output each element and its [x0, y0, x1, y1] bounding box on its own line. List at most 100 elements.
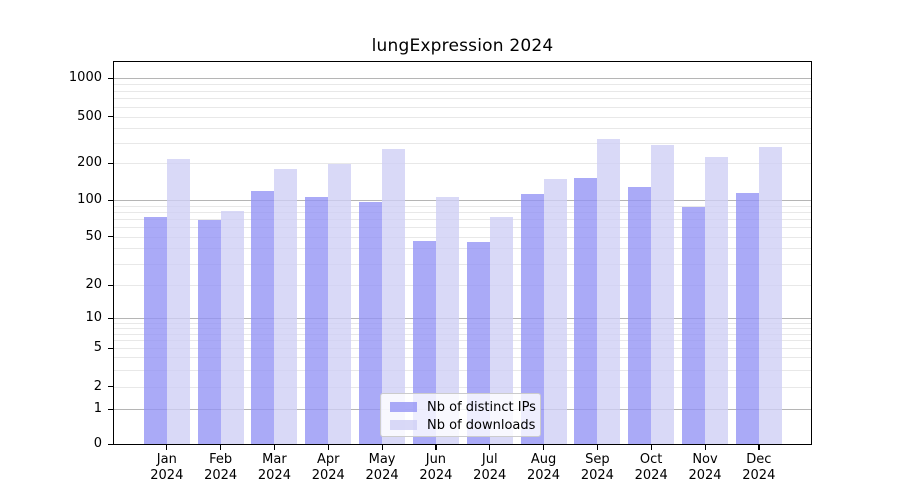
x-tick-year: 2024 — [688, 467, 722, 483]
x-tick — [435, 445, 437, 450]
y-tick-label: 1000 — [68, 70, 102, 86]
gridline-minor — [114, 128, 811, 130]
gridline-minor — [114, 357, 811, 359]
bar-downloads-aug — [543, 179, 567, 444]
y-tick — [108, 443, 114, 445]
bar-distinct-ips-nov — [682, 206, 705, 444]
x-tick — [758, 445, 760, 450]
x-tick-label: Jun 2024 — [409, 452, 463, 483]
x-tick — [273, 445, 276, 450]
y-tick — [108, 116, 114, 118]
gridline-minor — [114, 285, 811, 286]
x-tick-label: Dec 2024 — [732, 452, 786, 483]
bar-layer — [114, 62, 811, 444]
x-tick-year: 2024 — [580, 467, 614, 483]
gridline-minor — [114, 333, 811, 335]
bar-downloads-jan — [166, 158, 190, 444]
x-tick-year: 2024 — [311, 467, 345, 483]
y-tick — [108, 408, 114, 410]
x-tick-year: 2024 — [419, 467, 453, 483]
x-tick-label: Feb 2024 — [194, 452, 248, 483]
x-tick-month: Feb — [209, 452, 233, 467]
gridline-minor — [114, 163, 811, 165]
x-tick — [166, 445, 168, 450]
x-tick-year: 2024 — [204, 467, 238, 483]
bar-distinct-ips-mar — [251, 191, 275, 444]
bar-distinct-ips-dec — [735, 192, 759, 444]
x-tick-year: 2024 — [473, 467, 507, 483]
gridline-minor — [114, 263, 811, 265]
y-tick-label: 1 — [93, 401, 102, 417]
bar-downloads-jun — [435, 197, 459, 444]
x-tick-label: Sep 2024 — [570, 452, 624, 483]
y-tick-label: 200 — [77, 155, 102, 171]
x-tick — [650, 445, 652, 450]
gridline-minor — [114, 142, 811, 144]
x-tick-year: 2024 — [257, 467, 291, 483]
x-tick-label: Aug 2024 — [517, 452, 571, 483]
y-tick — [108, 236, 114, 238]
x-tick — [381, 445, 383, 450]
y-tick — [108, 386, 114, 388]
x-tick-label: Apr 2024 — [301, 452, 355, 483]
gridline-minor — [114, 236, 811, 238]
x-tick-year: 2024 — [526, 467, 561, 483]
legend-label: Nb of distinct IPs — [427, 399, 536, 415]
bar-downloads-mar — [274, 168, 298, 444]
gridline-minor — [114, 348, 811, 349]
gridline-minor — [114, 218, 811, 220]
y-tick — [108, 77, 114, 79]
y-tick-label: 5 — [93, 340, 102, 355]
y-tick-label: 100 — [77, 192, 102, 207]
y-tick-label: 10 — [85, 310, 102, 326]
grid-layer — [114, 62, 811, 444]
y-tick — [108, 317, 114, 319]
gridline-minor — [114, 386, 811, 388]
gridline-minor — [114, 340, 811, 342]
gridline-minor — [114, 98, 811, 100]
x-tick-month: Nov — [692, 452, 718, 467]
x-tick — [327, 445, 329, 450]
legend-swatch — [390, 402, 417, 412]
gridline-minor — [114, 84, 811, 86]
bar-distinct-ips-aug — [520, 194, 544, 444]
gridline-minor — [114, 227, 811, 229]
gridline-minor — [114, 322, 811, 324]
bar-distinct-ips-feb — [197, 220, 221, 444]
bar-downloads-sep — [597, 138, 621, 444]
x-tick — [543, 445, 545, 450]
x-tick-year: 2024 — [150, 467, 184, 483]
x-tick — [596, 445, 599, 450]
legend-item: Nb of downloads — [390, 416, 540, 434]
y-tick — [108, 199, 114, 201]
y-tick — [108, 347, 114, 349]
gridline-minor — [114, 205, 811, 207]
gridline-minor — [114, 369, 811, 371]
x-tick-month: Sep — [585, 452, 610, 467]
gridline-major — [114, 78, 811, 80]
legend-item: Nb of distinct IPs — [390, 398, 540, 416]
x-tick-year: 2024 — [365, 467, 399, 483]
x-tick — [220, 445, 222, 450]
x-tick-year: 2024 — [742, 467, 776, 483]
x-tick-label: Jan 2024 — [140, 452, 194, 483]
x-tick-label: Nov 2024 — [678, 452, 732, 483]
bar-distinct-ips-may — [359, 201, 383, 444]
gridline-minor — [114, 211, 811, 213]
x-tick-month: Dec — [746, 452, 772, 467]
x-tick-year: 2024 — [634, 467, 668, 483]
y-tick — [108, 284, 114, 286]
gridline-major — [114, 200, 811, 201]
chart-title: lungExpression 2024 — [371, 36, 554, 56]
x-tick-label: Oct 2024 — [624, 452, 678, 483]
x-tick-month: Jan — [156, 452, 177, 467]
bar-distinct-ips-sep — [574, 177, 598, 444]
bar-downloads-feb — [220, 211, 244, 444]
y-tick-label: 2 — [93, 378, 102, 394]
x-tick — [704, 445, 706, 450]
legend-label: Nb of downloads — [427, 417, 536, 433]
x-tick-label: Mar 2024 — [247, 452, 301, 483]
gridline-minor — [114, 106, 811, 108]
bar-distinct-ips-jan — [143, 216, 167, 444]
bar-downloads-may — [382, 149, 406, 444]
